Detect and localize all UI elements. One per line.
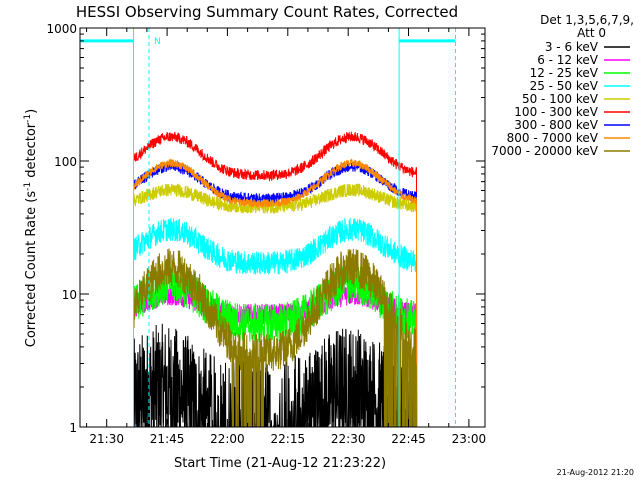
y-axis-label-mid: detector xyxy=(24,122,39,182)
x-tick-label: 22:00 xyxy=(210,432,245,446)
legend-label-3: 12 - 25 keV xyxy=(530,66,599,80)
x-tick-label: 21:45 xyxy=(150,432,185,446)
legend-header-line2: Att 0 xyxy=(577,26,606,40)
plot-frame xyxy=(79,27,486,428)
legend-label-6: 100 - 300 keV xyxy=(514,105,598,119)
x-tick-label: 22:15 xyxy=(271,432,306,446)
x-tick-label: 23:00 xyxy=(452,432,487,446)
flag-label: N xyxy=(154,37,161,47)
x-tick-label: 22:45 xyxy=(391,432,426,446)
chart-title: HESSI Observing Summary Count Rates, Cor… xyxy=(76,3,458,21)
y-axis-label-main: Corrected Count Rate (s xyxy=(24,191,39,348)
x-tick-label: 21:30 xyxy=(89,432,124,446)
legend-label-1: 3 - 6 keV xyxy=(545,40,599,54)
y-tick-label: 1 xyxy=(69,421,77,435)
series-line-9 xyxy=(133,248,417,427)
y-tick-label: 10 xyxy=(62,288,77,302)
legend-label-7: 300 - 800 keV xyxy=(514,118,598,132)
y-axis-label: Corrected Count Rate (s-1 detector-1) xyxy=(23,109,39,347)
series-line-5 xyxy=(133,183,418,427)
x-axis-label: Start Time (21-Aug-12 21:23:22) xyxy=(174,456,386,471)
legend-header-line1: Det 1,3,5,6,7,9, xyxy=(540,13,634,27)
y-axis-label-sup2: -1 xyxy=(23,114,33,123)
x-axis: 21:30 21:45 22:00 22:15 22:30 22:45 23:00 xyxy=(86,28,487,446)
series-line-8 xyxy=(133,158,418,427)
legend-label-2: 6 - 12 keV xyxy=(537,53,599,67)
legend-label-9: 7000 - 20000 keV xyxy=(491,144,598,158)
series-line-1 xyxy=(133,323,417,427)
y-axis-label-sup1: -1 xyxy=(23,182,33,191)
legend-label-8: 800 - 7000 keV xyxy=(507,131,599,145)
series-line-6 xyxy=(133,131,418,427)
plot-area xyxy=(133,131,418,427)
y-axis: 1 10 100 1000 xyxy=(46,22,485,435)
x-tick-label: 22:30 xyxy=(331,432,366,446)
legend-label-5: 50 - 100 keV xyxy=(522,92,599,106)
y-axis-label-end: ) xyxy=(24,109,39,114)
timestamp: 21-Aug-2012 21:20 xyxy=(557,468,634,477)
legend-label-4: 25 - 50 keV xyxy=(530,79,599,93)
observing-markers xyxy=(80,28,456,427)
y-tick-label: 1000 xyxy=(46,22,77,36)
y-tick-label: 100 xyxy=(54,155,77,169)
series-line-4 xyxy=(133,217,418,427)
